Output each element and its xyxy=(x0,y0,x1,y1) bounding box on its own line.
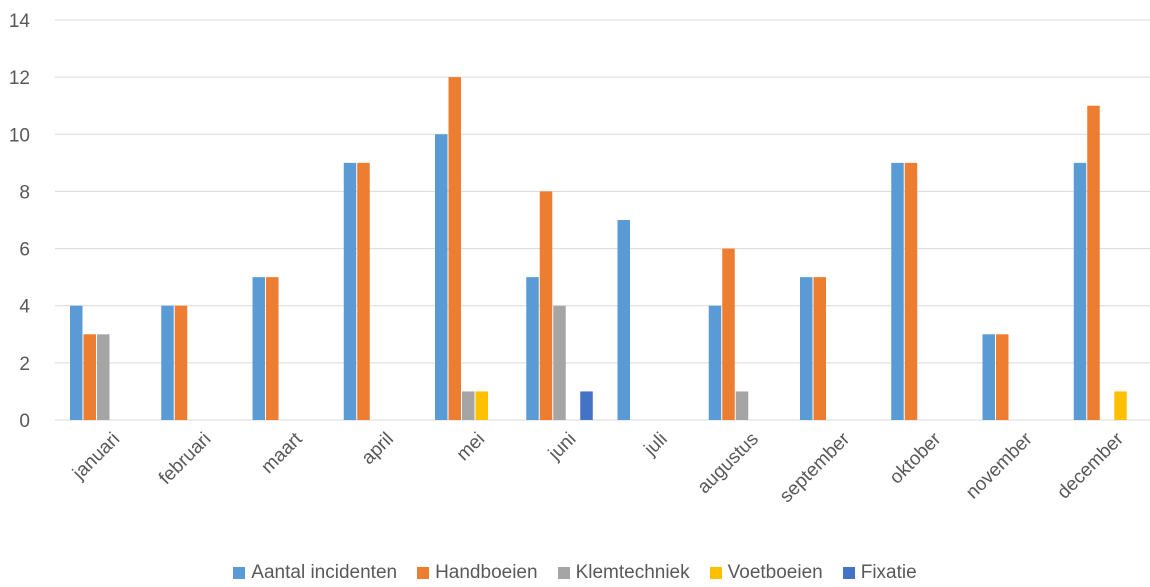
legend-label: Fixatie xyxy=(860,562,917,583)
legend-label: Aantal incidenten xyxy=(251,562,398,583)
x-tick-label: juni xyxy=(544,429,580,465)
bar-handboeien-mei xyxy=(448,77,461,421)
x-tick-label: augustus xyxy=(694,429,763,498)
legend-item: Aantal incidenten xyxy=(233,562,397,584)
legend-swatch xyxy=(709,567,722,579)
bar-aantal-incidenten-mei xyxy=(435,134,448,421)
legend-label: Klemtechniek xyxy=(575,562,690,583)
bar-klemtechniek-juni xyxy=(553,305,566,420)
bar-aantal-incidenten-oktober xyxy=(891,162,904,420)
bar-handboeien-juni xyxy=(539,191,553,420)
bar-voetboeien-mei xyxy=(475,391,488,420)
legend-item: Fixatie xyxy=(842,562,917,584)
y-tick-label: 0 xyxy=(19,411,30,432)
x-tick-label: september xyxy=(776,428,855,507)
bar-handboeien-oktober xyxy=(904,162,918,420)
bar-handboeien-december xyxy=(1087,105,1100,420)
y-axis-ticks: 0 2 4 6 8 10 12 14 xyxy=(9,11,31,432)
bar-handboeien-september xyxy=(813,277,826,420)
x-axis-ticks: januari februari maart april mei juni juli augu… xyxy=(68,428,1128,507)
bar-handboeien-januari xyxy=(83,334,96,420)
bar-aantal-incidenten-april xyxy=(343,162,357,420)
bar-handboeien-april xyxy=(357,162,370,420)
y-tick-label: 6 xyxy=(19,240,30,261)
legend-label: Handboeien xyxy=(435,562,538,583)
bar-voetboeien-december xyxy=(1114,391,1127,420)
legend-label: Voetboeien xyxy=(727,562,823,583)
y-tick-label: 12 xyxy=(9,68,30,89)
bar-aantal-incidenten-juli xyxy=(617,220,630,420)
x-tick-label: februari xyxy=(155,429,215,489)
bar-chart: 0 2 4 6 8 10 12 14 januari februari maart april mei… xyxy=(9,11,1150,507)
bar-handboeien-november xyxy=(996,334,1009,420)
legend-swatch xyxy=(557,567,570,579)
bar-klemtechniek-augustus xyxy=(735,391,749,420)
bar-aantal-incidenten-september xyxy=(800,277,813,420)
x-tick-label: oktober xyxy=(886,428,946,488)
bars xyxy=(70,77,1127,421)
bar-klemtechniek-januari xyxy=(97,334,110,420)
legend-swatch xyxy=(233,567,246,579)
legend-swatch xyxy=(842,567,855,579)
bar-handboeien-augustus xyxy=(722,248,735,420)
bar-aantal-incidenten-augustus xyxy=(708,305,722,420)
bar-aantal-incidenten-juni xyxy=(526,277,539,420)
x-tick-label: januari xyxy=(68,429,124,485)
y-tick-label: 4 xyxy=(19,297,30,318)
y-tick-label: 2 xyxy=(19,354,30,375)
x-tick-label: april xyxy=(358,429,398,469)
x-tick-label: mei xyxy=(453,429,490,466)
legend-item: Handboeien xyxy=(417,562,538,584)
legend-swatch xyxy=(417,567,430,579)
legend-item: Voetboeien xyxy=(709,562,823,584)
x-tick-label: november xyxy=(962,428,1037,503)
bar-aantal-incidenten-januari xyxy=(70,305,83,420)
bar-handboeien-maart xyxy=(266,277,279,420)
bar-aantal-incidenten-november xyxy=(982,334,995,420)
bar-aantal-incidenten-maart xyxy=(252,277,265,420)
x-tick-label: maart xyxy=(257,428,307,478)
legend-item: Klemtechniek xyxy=(557,562,690,584)
bar-aantal-incidenten-februari xyxy=(161,305,174,420)
y-tick-label: 10 xyxy=(9,125,30,146)
x-tick-label: december xyxy=(1053,428,1128,503)
bar-klemtechniek-mei xyxy=(462,391,475,420)
y-tick-label: 14 xyxy=(9,11,31,32)
x-tick-label: juli xyxy=(640,429,672,461)
legend: Aantal incidenten Handboeien Klemtechniek V… xyxy=(0,560,1150,586)
bar-fixatie-juni xyxy=(580,391,593,420)
gridlines xyxy=(55,19,1150,421)
y-tick-label: 8 xyxy=(19,182,30,203)
bar-handboeien-februari xyxy=(174,305,188,420)
bar-aantal-incidenten-december xyxy=(1073,162,1087,420)
